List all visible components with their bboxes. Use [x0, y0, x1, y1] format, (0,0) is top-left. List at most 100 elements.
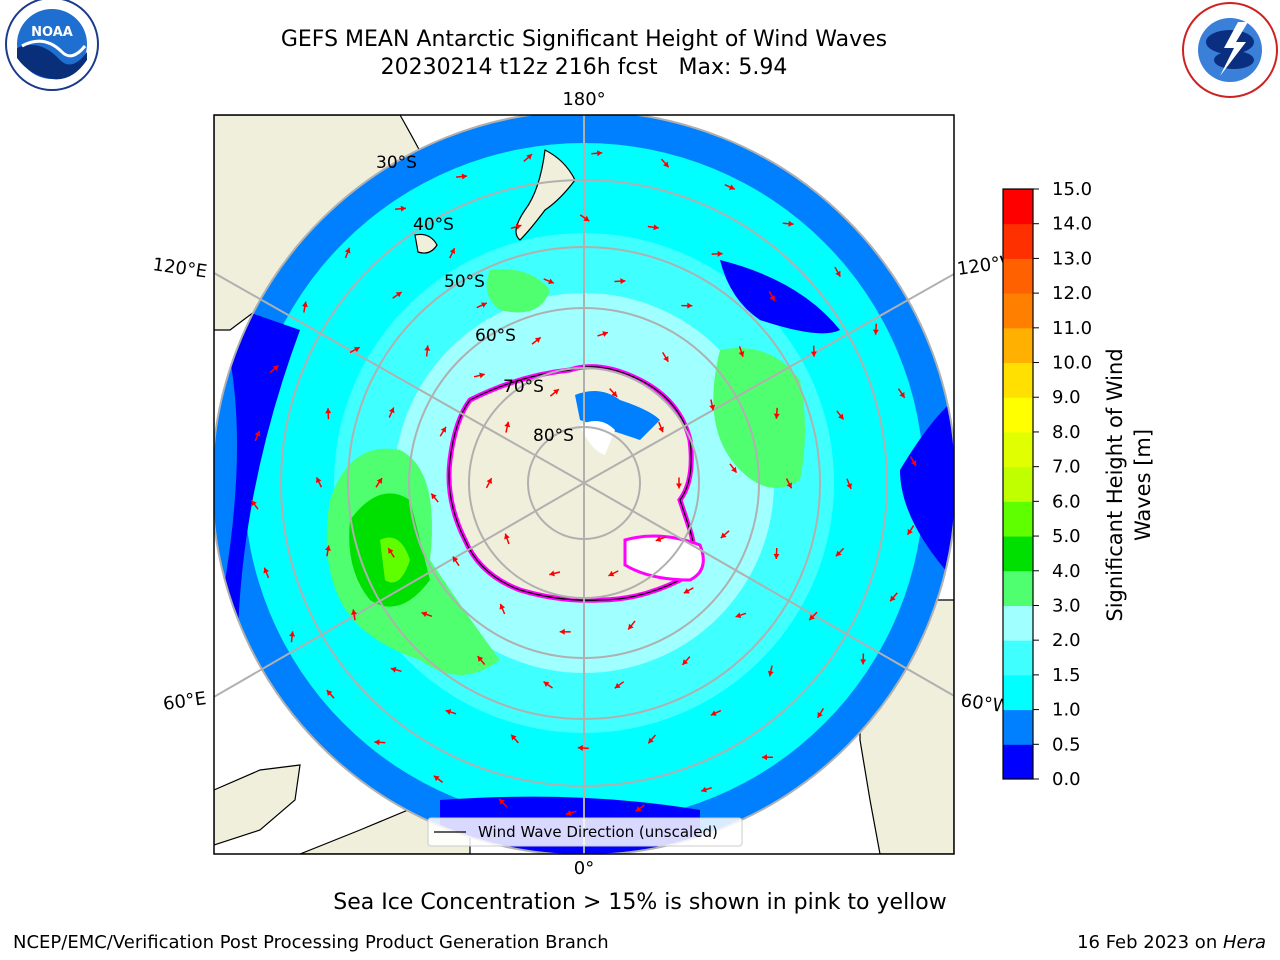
wind-arrow-head — [611, 390, 618, 397]
wind-arrow-head — [548, 278, 554, 285]
colorbar-tick-label: 10.0 — [1052, 353, 1092, 374]
colorbar-tick-label: 2.0 — [1052, 630, 1081, 651]
wind-arrow-head — [835, 550, 842, 557]
colorbar-swatch — [1003, 640, 1033, 676]
wind-arrow-head — [655, 536, 662, 542]
wind-arrow-head — [817, 711, 823, 718]
wind-arrow-head — [400, 205, 406, 212]
wind-arrow-head — [676, 483, 682, 489]
lat-label-50s: 50°S — [444, 272, 485, 292]
wind-arrow-head — [602, 331, 609, 337]
wind-arrow-head — [549, 570, 555, 577]
wind-arrow-head — [326, 690, 333, 696]
wind-arrow-head — [289, 631, 296, 637]
wind-arrow-head — [735, 612, 742, 619]
colorbar-title-line-2: Waves [m] — [1131, 429, 1155, 541]
wind-arrow-head — [445, 709, 452, 715]
colorbar-swatch — [1003, 362, 1033, 398]
colorbar-tick-label: 15.0 — [1052, 179, 1092, 200]
wind-arrow-head — [353, 346, 360, 353]
colorbar-tick-label: 8.0 — [1052, 422, 1081, 443]
wind-arrow-head — [628, 623, 634, 630]
wind-arrow-head — [452, 556, 459, 563]
colorbar-swatch — [1003, 327, 1033, 364]
wind-arrow-head — [577, 744, 583, 751]
wind-arrow-head — [486, 478, 492, 484]
nws-logo — [1182, 2, 1278, 98]
wind-arrow-head — [846, 483, 852, 489]
wind-arrow-head — [717, 250, 723, 257]
title-line-1: GEFS MEAN Antarctic Significant Height o… — [280, 27, 888, 52]
wind-arrow-head — [899, 391, 905, 398]
colorbar-swatch — [1003, 674, 1033, 711]
wind-arrow-head — [762, 754, 768, 761]
wind-arrow-head — [658, 426, 664, 433]
colorbar-tick-label: 13.0 — [1052, 248, 1092, 269]
colorbar-frame — [1002, 188, 1034, 780]
wind-arrow-head — [504, 533, 510, 540]
wind-arrow-head — [648, 737, 654, 744]
wind-arrow-head — [907, 528, 913, 535]
wind-arrow-head — [890, 595, 896, 602]
wind-arrow-head — [344, 247, 351, 254]
colorbar-tick-label: 0.0 — [1052, 769, 1081, 790]
colorbar-swatch — [1003, 744, 1033, 780]
wind-arrow-head — [687, 302, 693, 309]
wind-arrow-head — [620, 278, 626, 285]
colorbar-tick-label: 4.0 — [1052, 561, 1081, 582]
wind-arrow-head — [461, 173, 467, 180]
wind-arrow-head — [351, 609, 358, 615]
colorbar-swatch — [1003, 570, 1033, 606]
wind-arrow-head — [565, 810, 572, 816]
lon-label-120e: 120°E — [151, 254, 208, 282]
lat-label-60s: 60°S — [475, 326, 516, 346]
map-area: 30°S 40°S 50°S 60°S 70°S 80°S Wind Wave … — [214, 115, 954, 854]
wind-arrow-head — [421, 611, 428, 618]
wind-arrow-head — [543, 681, 550, 687]
wind-wave-arrows — [250, 150, 917, 816]
wind-arrow-head — [835, 270, 841, 277]
wind-arrow-head — [596, 150, 603, 157]
wind-arrow-head — [710, 710, 717, 716]
wind-arrow-head — [731, 466, 737, 473]
colorbar-swatch — [1003, 709, 1033, 745]
footer-date-text: 16 Feb 2023 on — [1077, 932, 1223, 953]
wind-arrow-head — [682, 659, 689, 665]
colorbar-swatch — [1003, 189, 1033, 225]
colorbar-title-line-1: Significant Height of Wind — [1103, 348, 1127, 621]
wind-arrow-head — [728, 184, 735, 190]
colorbar-swatch — [1003, 466, 1033, 502]
lon-label-0: 0° — [574, 858, 594, 879]
colorbar-tick-label: 0.5 — [1052, 734, 1081, 755]
wind-arrow-head — [511, 734, 517, 741]
wind-arrow-head — [424, 345, 431, 351]
wind-arrow-head — [786, 482, 792, 489]
noaa-logo: NOAA — [5, 0, 99, 91]
wind-arrow-head — [263, 567, 270, 574]
wind-arrow-head — [614, 682, 621, 689]
wind-arrow-head — [683, 588, 690, 594]
colorbar-swatch — [1003, 431, 1033, 468]
wind-arrow-head — [583, 215, 590, 222]
wind-arrow-head — [515, 223, 522, 230]
wind-arrow-head — [449, 248, 456, 255]
wind-arrow-head — [479, 372, 485, 379]
legend-label: Wind Wave Direction (unscaled) — [478, 823, 718, 841]
wind-arrow-head — [553, 389, 559, 395]
footer-date: 16 Feb 2023 on Hera — [1077, 932, 1266, 953]
wind-arrow-head — [860, 659, 867, 665]
wind-arrow-head — [663, 161, 669, 168]
colorbar-tick-label: 1.5 — [1052, 665, 1081, 686]
colorbar-swatch — [1003, 223, 1033, 259]
wind-arrow-head — [376, 478, 383, 484]
wind-arrow-head — [325, 408, 332, 414]
wind-arrow-head — [701, 786, 707, 793]
colorbar-swatch — [1003, 536, 1033, 572]
wind-arrow-head — [374, 739, 380, 746]
wind-arrow-head — [390, 666, 397, 673]
wind-arrow-head — [635, 806, 642, 812]
map-frame — [213, 114, 955, 855]
lat-label-30s: 30°S — [376, 153, 417, 173]
arrow-legend: Wind Wave Direction (unscaled) — [427, 817, 743, 847]
